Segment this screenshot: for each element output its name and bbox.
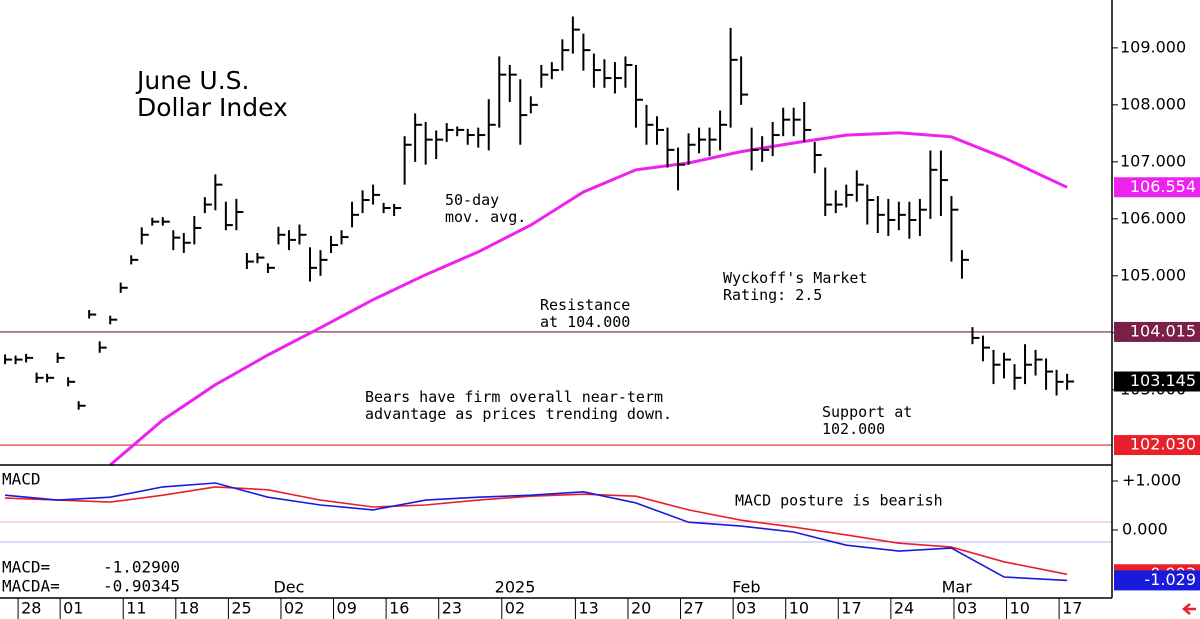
readout-value: -1.02900 [103, 558, 180, 577]
value-box-label: 103.145 [1130, 371, 1196, 390]
title-line: Dollar Index [137, 93, 288, 122]
value-box-label: 106.554 [1130, 177, 1196, 196]
x-tick-label: 24 [894, 599, 914, 618]
value-box [1114, 177, 1200, 198]
x-tick-label: 13 [578, 599, 598, 618]
x-tick-label: 10 [1010, 599, 1030, 618]
value-box [1114, 570, 1200, 591]
macd-annotation: MACD posture is bearish [735, 492, 943, 510]
x-tick-label: 17 [841, 599, 861, 618]
macd-line [4, 482, 1068, 582]
x-tick-label: 10 [789, 599, 809, 618]
readout-value: -0.90345 [103, 577, 180, 596]
value-box [1114, 371, 1200, 392]
front-layer: MACD= -1.02900 MACDA= -0.90345 106.554 104.01… [0, 177, 1200, 597]
annotation: Resistance at 104.000 [540, 296, 630, 331]
readout-bg [0, 578, 182, 597]
x-tick-label: 01 [63, 599, 83, 618]
x-tick-label: 09 [337, 599, 357, 618]
annotation: Support at 102.000 [822, 403, 912, 438]
y-tick-label: 107.000 [1120, 151, 1186, 170]
annotation: Bears have firm overall near-term advanta… [365, 388, 672, 423]
y-tick-label: 106.000 [1120, 208, 1186, 227]
scroll-arrow [1182, 603, 1196, 615]
x-tick-label: 18 [179, 599, 199, 618]
value-box-label: -1.029 [1144, 570, 1196, 589]
readout-bg [0, 559, 182, 578]
value-box-label: 104.015 [1130, 321, 1196, 340]
y-tick-label: 108.000 [1120, 94, 1186, 113]
value-box-label: 102.030 [1130, 435, 1196, 454]
title-line: June U.S. [135, 66, 249, 95]
x-tick-label: 02 [284, 599, 304, 618]
x-tick-label: 03 [957, 599, 977, 618]
readout-name: MACDA= [2, 577, 60, 596]
moving-average-line [109, 131, 1068, 467]
month-label: Dec [273, 578, 304, 597]
annotation: 50-day mov. avg. [445, 191, 526, 226]
month-label: Feb [732, 578, 760, 597]
x-tick-label: 23 [442, 599, 462, 618]
x-tick-label: 25 [231, 599, 251, 618]
y-tick-label: 109.000 [1120, 37, 1186, 56]
value-box [1114, 435, 1200, 456]
y-tick-label: 0.000 [1122, 519, 1168, 538]
macd-title: MACD [2, 470, 41, 489]
y-tick-label: +1.000 [1122, 470, 1181, 489]
x-tick-label: 16 [389, 599, 409, 618]
y-tick-label: 105.000 [1120, 265, 1186, 284]
value-box [1114, 321, 1200, 342]
x-tick-label: 02 [505, 599, 525, 618]
x-tick-label: 20 [631, 599, 651, 618]
x-tick-label: 27 [684, 599, 704, 618]
macd-line [4, 486, 1068, 576]
x-tick-label: 28 [21, 599, 41, 618]
annotations: 50-day mov. avg. Resistance at 104.000 Wyc… [2, 191, 943, 510]
month-label: Mar [942, 578, 973, 597]
x-tick-label: 17 [1062, 599, 1082, 618]
readout-name: MACD= [2, 558, 50, 577]
month-label: 2025 [495, 578, 536, 597]
x-tick-label: 03 [736, 599, 756, 618]
x-tick-label: 11 [126, 599, 146, 618]
annotation: Wyckoff's Market Rating: 2.5 [723, 269, 868, 304]
